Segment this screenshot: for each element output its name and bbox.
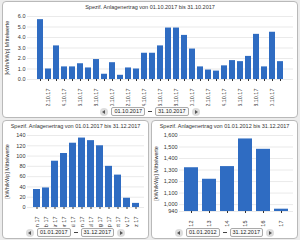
svg-text:[kWh/kWp] Mittelwerte: [kWh/kWp] Mittelwerte [4,144,10,199]
svg-text:Mär 17: Mär 17 [52,217,58,228]
svg-text:100: 100 [16,153,25,159]
svg-text:Sep 17: Sep 17 [106,217,112,228]
svg-text:120: 120 [16,143,25,149]
svg-text:20: 20 [19,194,25,200]
svg-text:20.10.17: 20.10.17 [189,89,195,107]
svg-text:22.10.17: 22.10.17 [205,89,211,107]
svg-text:10.10.17: 10.10.17 [109,89,115,107]
svg-text:60: 60 [19,173,25,179]
html-text:01.10.2017: 01.10.2017 [114,108,142,114]
svg-text:[kWh/kWp] Mittelwerte: [kWh/kWp] Mittelwerte [4,21,10,76]
svg-text:26.10.17: 26.10.17 [237,89,243,107]
svg-text:3.0: 3.0 [18,45,26,51]
svg-text:2017: 2017 [278,221,284,228]
svg-text:2.0: 2.0 [18,55,26,61]
svg-text:Apr 17: Apr 17 [61,217,67,228]
svg-text:940: 940 [168,208,177,214]
svg-text:08.10.17: 08.10.17 [93,89,99,107]
svg-text:Mai 17: Mai 17 [70,217,76,228]
html-text:Spezif. Anlagenertrag von 01.0: Spezif. Anlagenertrag von 01.01.2017 bis… [10,123,141,129]
svg-text:1,500: 1,500 [164,144,178,150]
svg-text:02.10.17: 02.10.17 [45,89,51,107]
svg-text:28.10.17: 28.10.17 [253,89,259,107]
svg-text:1,400: 1,400 [164,155,178,161]
svg-text:4.0: 4.0 [18,34,26,40]
svg-text:1,100: 1,100 [164,190,178,196]
svg-text:2014: 2014 [224,221,230,228]
svg-text:12.10.17: 12.10.17 [125,89,131,107]
svg-text:5.0: 5.0 [18,24,26,30]
svg-text:6.0: 6.0 [18,13,26,19]
svg-text:2013: 2013 [206,221,212,228]
svg-text:2012: 2012 [188,221,194,228]
svg-text:1,300: 1,300 [164,167,178,173]
svg-text:2015: 2015 [242,221,248,228]
svg-text:0: 0 [22,204,25,210]
svg-text:24.10.17: 24.10.17 [221,89,227,107]
svg-text:14.10.17: 14.10.17 [141,89,147,107]
svg-text:Jan 17: Jan 17 [34,217,40,228]
html-text:Spezif. Anlagenertrag von 01.1: Spezif. Anlagenertrag von 01.10.2017 bis… [85,4,215,10]
svg-text:30.10.17: 30.10.17 [269,89,275,107]
html-text:31.12.2017: 31.12.2017 [232,229,260,235]
svg-text:[kWh/kWp] Mittelwerte: [kWh/kWp] Mittelwerte [153,146,159,201]
svg-text:06.10.17: 06.10.17 [77,89,83,107]
svg-text:1,600: 1,600 [164,132,178,138]
svg-text:2016: 2016 [260,221,266,228]
svg-text:16.10.17: 16.10.17 [157,89,163,107]
svg-text:1,200: 1,200 [164,178,178,184]
html-text:01.01.2017: 01.01.2017 [40,229,68,235]
svg-text:1,000: 1,000 [164,201,178,207]
svg-text:Okt 17: Okt 17 [115,217,121,228]
html-text:31.10.2017: 31.10.2017 [158,108,186,114]
svg-text:0.0: 0.0 [18,76,26,82]
svg-text:Feb 17: Feb 17 [43,217,49,228]
svg-text:04.10.17: 04.10.17 [61,89,67,107]
svg-text:Jun 17: Jun 17 [79,217,85,228]
svg-text:18.10.17: 18.10.17 [173,89,179,107]
svg-text:40: 40 [19,184,25,190]
svg-text:Nov 17: Nov 17 [124,217,130,228]
html-text:31.12.2017: 31.12.2017 [83,229,111,235]
html-text:Spezif. Anlagenertrag von 01.0: Spezif. Anlagenertrag von 01.01.2012 bis… [159,123,290,129]
html-text:01.01.2012: 01.01.2012 [189,229,217,235]
svg-text:1.0: 1.0 [18,66,26,72]
svg-text:Aug 17: Aug 17 [97,217,103,228]
svg-text:Jul 17: Jul 17 [88,217,94,228]
svg-text:80: 80 [19,163,25,169]
svg-text:140: 140 [16,132,25,138]
svg-text:Dez 17: Dez 17 [133,217,139,228]
